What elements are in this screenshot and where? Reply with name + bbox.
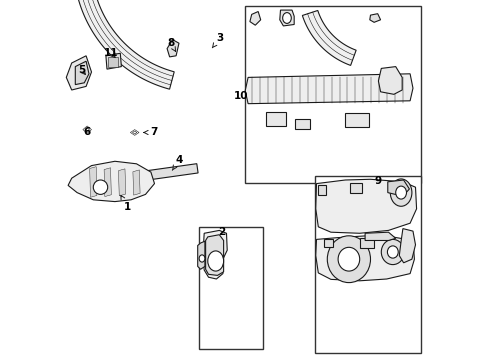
Polygon shape (365, 232, 395, 240)
Polygon shape (244, 74, 412, 104)
Bar (108, 57, 118, 67)
Polygon shape (399, 229, 415, 263)
Polygon shape (66, 56, 91, 90)
Bar (265, 112, 285, 126)
Polygon shape (106, 53, 121, 69)
Polygon shape (130, 130, 139, 135)
Polygon shape (132, 131, 137, 134)
Bar (294, 119, 309, 129)
Polygon shape (378, 67, 401, 94)
Ellipse shape (389, 179, 411, 206)
Polygon shape (167, 40, 179, 57)
Polygon shape (249, 12, 260, 25)
Ellipse shape (93, 180, 107, 194)
Polygon shape (82, 126, 91, 133)
Polygon shape (104, 168, 111, 197)
Polygon shape (315, 179, 416, 233)
Polygon shape (369, 14, 380, 22)
Polygon shape (78, 0, 174, 89)
Text: 10: 10 (233, 91, 247, 102)
Polygon shape (85, 128, 89, 131)
Bar (323, 239, 332, 247)
Polygon shape (205, 235, 223, 275)
Bar (345, 113, 368, 127)
Polygon shape (133, 170, 140, 195)
Bar (199, 227, 262, 349)
Text: 2: 2 (218, 227, 225, 237)
Text: 1: 1 (121, 195, 131, 212)
Polygon shape (203, 230, 227, 279)
Text: 7: 7 (143, 127, 157, 138)
Bar (318, 185, 325, 195)
Bar (359, 238, 373, 248)
Bar (244, 6, 420, 183)
Bar (349, 183, 362, 193)
Text: 5: 5 (78, 65, 85, 75)
Bar (314, 176, 420, 353)
Polygon shape (118, 169, 125, 196)
Ellipse shape (326, 236, 370, 283)
Text: 9: 9 (373, 176, 381, 186)
Ellipse shape (395, 186, 406, 199)
Ellipse shape (386, 246, 397, 258)
Polygon shape (75, 61, 89, 85)
Text: 4: 4 (172, 155, 183, 170)
Text: 3: 3 (212, 33, 223, 48)
Ellipse shape (199, 255, 204, 262)
Ellipse shape (337, 247, 359, 271)
Ellipse shape (282, 13, 291, 23)
Text: 8: 8 (167, 38, 175, 51)
Polygon shape (279, 10, 294, 26)
Polygon shape (197, 241, 204, 269)
Polygon shape (302, 10, 355, 66)
Text: 6: 6 (83, 127, 91, 138)
Polygon shape (68, 161, 154, 202)
Ellipse shape (207, 251, 223, 271)
Ellipse shape (381, 239, 404, 265)
Polygon shape (387, 180, 408, 196)
Polygon shape (89, 167, 97, 197)
Text: 11: 11 (104, 48, 118, 58)
Polygon shape (143, 164, 198, 180)
Polygon shape (315, 236, 413, 281)
